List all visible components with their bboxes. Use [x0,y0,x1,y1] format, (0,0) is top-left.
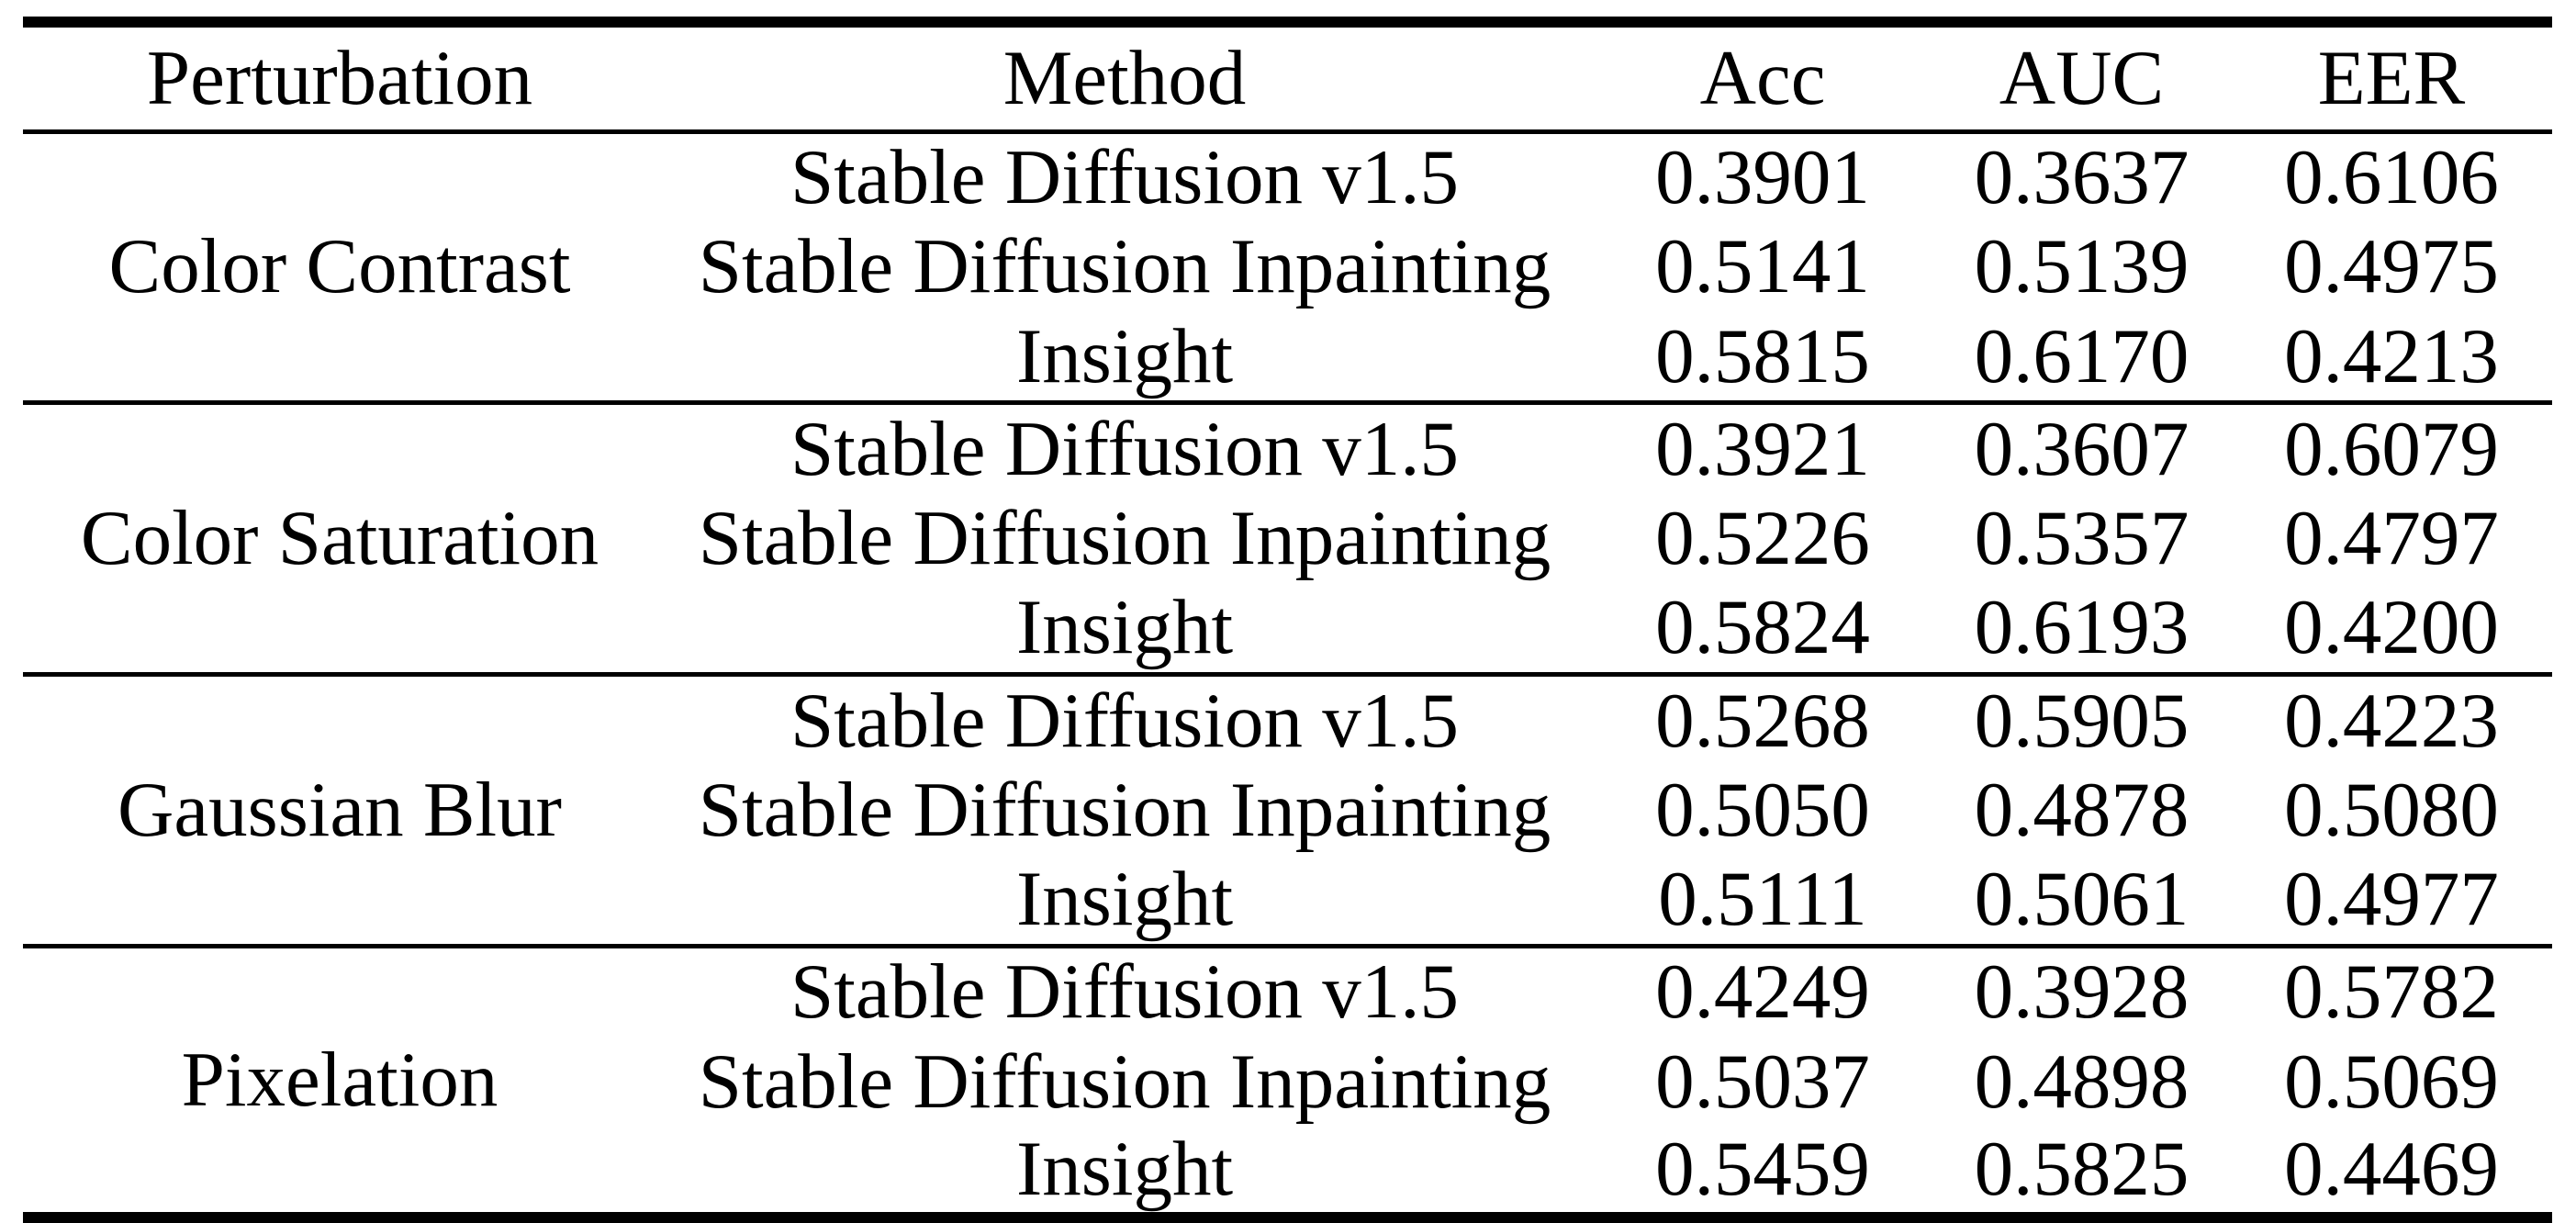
auc-cell: 0.3607 [1932,400,2231,494]
perturbation-cell: Color Contrast [108,223,571,310]
acc-cell: 0.3921 [1593,400,1932,494]
method-cell: Stable Diffusion Inpainting [698,223,1551,310]
auc-cell: 0.6170 [1974,312,2190,399]
table-row: Gaussian Blur Stable Diffusion v1.5 0.5268… [23,671,2552,947]
perturbation-cell: Gaussian Blur [23,671,656,947]
column-header-eer: EER [2231,22,2552,134]
auc-cell: 0.5061 [1974,856,2190,943]
acc-cell: 0.5815 [1655,312,1870,399]
auc-cell: 0.3637 [1974,134,2190,221]
eer-cell: 0.4469 [2284,1126,2499,1213]
method-cell: Stable Diffusion v1.5 [656,671,1593,766]
table-row: Stable Diffusion Inpainting 0.5050 0.4878 0… [23,765,2552,856]
acc-cell: 0.5226 [1655,495,1870,582]
eer-cell: 0.6106 [2284,134,2499,221]
method-cell: Insight [1015,1126,1234,1213]
table-row: Pixelation Stable Diffusion v1.5 0.4249 0.3… [23,943,2552,1217]
acc-cell: 0.5111 [1658,856,1867,943]
method-cell: Stable Diffusion Inpainting [698,766,1551,853]
perturbation-cell: Color Saturation [23,400,656,675]
auc-cell: 0.5139 [1974,223,2190,310]
method-cell: Stable Diffusion v1.5 [790,134,1459,221]
table-row: Stable Diffusion Inpainting 0.5226 0.5357 0… [23,493,2552,584]
method-cell: Stable Diffusion Inpainting [698,1038,1551,1125]
method-cell: Insight [1015,312,1234,399]
perturbation-cell: Pixelation [23,943,656,1217]
eer-cell: 0.4223 [2231,671,2552,766]
auc-cell: 0.3928 [1932,943,2231,1037]
header-row: Perturbation Method Acc AUC EER [23,22,2552,134]
column-header-method: Method [656,22,1593,134]
eer-cell: 0.5069 [2284,1038,2499,1125]
eer-cell: 0.4975 [2284,223,2499,310]
acc-cell: 0.5141 [1655,223,1870,310]
method-cell: Stable Diffusion v1.5 [656,400,1593,494]
table-row: Stable Diffusion Inpainting 0.5037 0.4898 0… [23,1037,2552,1128]
acc-cell: 0.5824 [1655,584,1870,671]
table-row: Insight 0.5824 0.6193 0.4200 [23,584,2552,675]
acc-cell: 0.5050 [1655,766,1870,853]
table-row: Insight 0.5111 0.5061 0.4977 [23,856,2552,947]
results-table: Perturbation Method Acc AUC EER Color Co… [23,17,2552,1223]
auc-cell: 0.5905 [1932,671,2231,766]
column-header-auc: AUC [1932,22,2231,134]
acc-cell: 0.3901 [1655,134,1870,221]
table-row: Color Saturation Stable Diffusion v1.5 0.3… [23,400,2552,675]
method-cell: Insight [1015,584,1234,671]
column-header-perturbation: Perturbation [23,22,656,134]
table-row: Stable Diffusion Inpainting 0.5141 0.5139 0… [23,222,2552,313]
table-row: Insight 0.5459 0.5825 0.4469 [23,1127,2552,1217]
eer-cell: 0.4797 [2284,495,2499,582]
eer-cell: 0.5782 [2231,943,2552,1037]
auc-cell: 0.6193 [1974,584,2190,671]
eer-cell: 0.4213 [2284,312,2499,399]
eer-cell: 0.5080 [2284,766,2499,853]
method-cell: Insight [1015,856,1234,943]
method-cell: Stable Diffusion v1.5 [656,943,1593,1037]
acc-cell: 0.5459 [1655,1126,1870,1213]
eer-cell: 0.4977 [2284,856,2499,943]
table-row: Insight 0.5815 0.6170 0.4213 [23,312,2552,403]
eer-cell: 0.4200 [2284,584,2499,671]
auc-cell: 0.5825 [1974,1126,2190,1213]
eer-cell: 0.6079 [2231,400,2552,494]
auc-cell: 0.5357 [1974,495,2190,582]
acc-cell: 0.5037 [1655,1038,1870,1125]
acc-cell: 0.4249 [1593,943,1932,1037]
column-header-acc: Acc [1593,22,1932,134]
auc-cell: 0.4898 [1974,1038,2190,1125]
auc-cell: 0.4878 [1974,766,2190,853]
acc-cell: 0.5268 [1593,671,1932,766]
method-cell: Stable Diffusion Inpainting [698,495,1551,582]
table-row: Color Contrast Stable Diffusion v1.5 0.390… [23,131,2552,306]
